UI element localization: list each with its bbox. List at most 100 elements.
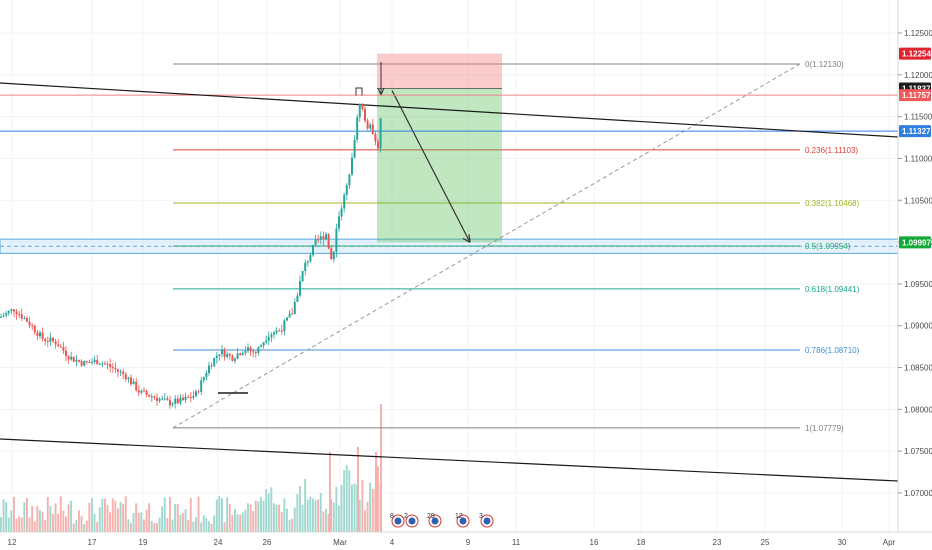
trend-lines[interactable] — [0, 82, 899, 482]
short-position-tool[interactable] — [355, 53, 502, 243]
candle-body — [171, 403, 174, 406]
volume-bar — [299, 485, 301, 532]
volume-bar — [39, 510, 41, 532]
volume-bar — [254, 500, 257, 532]
candle-body — [335, 228, 338, 252]
volume-bar — [184, 509, 187, 532]
candle-body — [49, 337, 52, 342]
event-marker[interactable]: 8 — [390, 513, 405, 528]
candle-body — [322, 236, 325, 240]
stop-loss-zone[interactable] — [377, 53, 502, 89]
economic-events[interactable]: 8 2 29 12 3 — [390, 513, 494, 528]
volume-bar — [23, 502, 26, 532]
volume-bar — [215, 499, 218, 532]
candle-body — [247, 347, 249, 351]
candle-body — [122, 371, 125, 375]
candle-body — [371, 124, 374, 135]
volume-bars — [0, 404, 382, 532]
candle-body — [166, 398, 169, 401]
take-profit-zone[interactable] — [377, 88, 502, 243]
volume-bar — [18, 516, 21, 532]
volume-bar — [26, 498, 28, 532]
volume-bar — [286, 508, 288, 532]
candle-body — [187, 396, 190, 398]
candle-body — [124, 374, 127, 380]
volume-bar — [13, 496, 15, 532]
volume-bar — [293, 507, 296, 532]
fib-level-label: 0.382(1.10468) — [805, 199, 860, 208]
volume-bar — [174, 504, 177, 532]
candle-body — [13, 309, 15, 312]
candle-body — [241, 352, 244, 355]
candle-body — [221, 349, 223, 355]
volume-bar — [166, 518, 169, 532]
price-tag[interactable]: 1.11327 — [899, 125, 931, 138]
candle-body — [291, 313, 294, 315]
volume-bar — [247, 503, 249, 532]
candle-body — [228, 353, 231, 356]
volume-bar — [278, 504, 281, 532]
candle-body — [317, 239, 320, 241]
price-axis[interactable]: 1.125001.120001.115001.110001.105001.100… — [897, 0, 932, 550]
event-marker[interactable]: 2 — [404, 513, 419, 528]
candle-body — [111, 366, 114, 369]
candle-body — [260, 345, 262, 348]
event-marker[interactable]: 29 — [427, 513, 442, 528]
candle-body — [148, 394, 151, 397]
volume-bar — [265, 489, 268, 532]
volume-bar — [7, 517, 10, 532]
volume-bar — [179, 514, 182, 532]
volume-bar — [244, 509, 247, 532]
volume-bar — [96, 522, 99, 532]
volume-bar — [332, 502, 335, 532]
candle-body — [249, 347, 252, 352]
event-marker[interactable]: 12 — [455, 513, 470, 528]
candle-body — [104, 363, 106, 365]
price-tag[interactable]: 1.09997 — [899, 236, 931, 249]
volume-bar — [301, 504, 304, 532]
candle-body — [41, 332, 44, 339]
price-tag[interactable]: 1.11757 — [899, 89, 931, 102]
candle-body — [338, 216, 340, 229]
candle-body — [218, 354, 221, 356]
price-tick-label: 1.07500 — [904, 447, 932, 456]
candle-body — [364, 109, 366, 121]
time-tick-label: 19 — [139, 538, 148, 547]
candle-body — [267, 336, 270, 341]
candle-body — [127, 377, 130, 380]
volume-bar — [59, 496, 62, 532]
volume-bar — [189, 498, 192, 532]
time-tick-label: 23 — [713, 538, 722, 547]
time-axis[interactable]: 12 17 19 24 26 Mar 4 9 11 16 18 23 25 30 Apr — [0, 531, 932, 550]
price-tick-label: 1.09000 — [904, 322, 932, 331]
candle-body — [205, 373, 208, 378]
volume-bar — [93, 513, 96, 532]
candle-body — [106, 363, 109, 365]
volume-bar — [0, 517, 2, 532]
volume-bar — [46, 496, 49, 532]
volume-bar — [72, 523, 75, 532]
candlestick-series — [0, 103, 382, 409]
candle-body — [369, 124, 372, 129]
volume-bar — [335, 486, 338, 532]
candle-body — [93, 359, 96, 363]
candle-body — [59, 346, 62, 348]
candle-body — [114, 368, 117, 370]
arrow-head — [462, 234, 471, 243]
descending-trendline-lower[interactable] — [0, 438, 899, 482]
volume-bar — [312, 498, 314, 532]
volume-bar — [70, 500, 73, 532]
volume-bar — [358, 500, 361, 532]
candle-body — [72, 356, 75, 362]
candle-body — [374, 134, 377, 142]
volume-bar — [260, 496, 262, 532]
fibonacci-retracement[interactable]: 0(1.12130) 0.236(1.11103) 0.382(1.10468) 0.… — [172, 60, 860, 433]
descending-trendline-upper[interactable] — [0, 82, 899, 138]
volume-bar — [351, 484, 353, 532]
price-tag[interactable]: 1.12254 — [899, 47, 931, 60]
candle-body — [39, 332, 41, 337]
candle-body — [117, 369, 119, 372]
volume-bar — [122, 503, 125, 532]
event-marker[interactable]: 3 — [479, 513, 494, 528]
